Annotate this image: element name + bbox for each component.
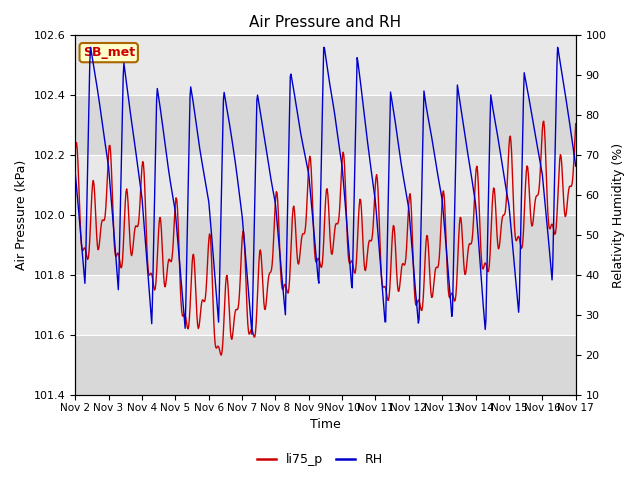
Bar [75,156,576,215]
X-axis label: Time: Time [310,419,341,432]
Y-axis label: Relativity Humidity (%): Relativity Humidity (%) [612,143,625,288]
Legend: li75_p, RH: li75_p, RH [252,448,388,471]
Title: Air Pressure and RH: Air Pressure and RH [250,15,401,30]
Bar [75,96,576,156]
Text: SB_met: SB_met [83,46,135,59]
Bar [75,215,576,275]
Bar [75,36,576,96]
Bar [75,275,576,335]
Y-axis label: Air Pressure (kPa): Air Pressure (kPa) [15,160,28,270]
Bar [75,335,576,395]
